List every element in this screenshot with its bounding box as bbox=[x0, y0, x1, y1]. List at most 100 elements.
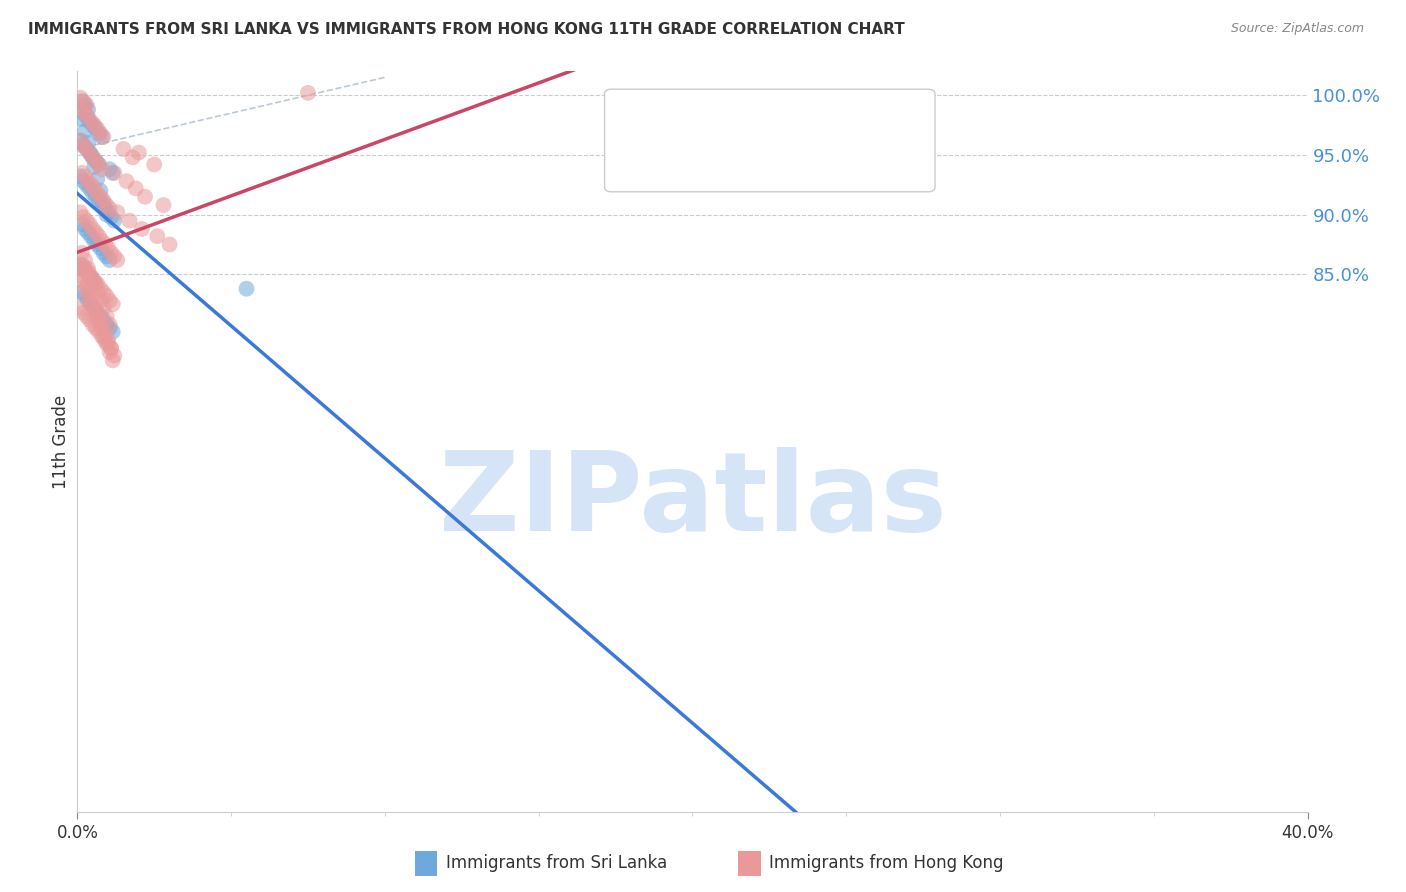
Point bbox=[82, 150, 104, 164]
Point bbox=[77, 261, 100, 276]
Point bbox=[98, 318, 121, 332]
Point bbox=[84, 190, 107, 204]
Point bbox=[80, 178, 103, 192]
Point bbox=[77, 293, 100, 308]
Point bbox=[83, 160, 105, 174]
Point bbox=[70, 258, 93, 272]
Point bbox=[87, 157, 110, 171]
Point bbox=[97, 336, 120, 351]
Point bbox=[79, 145, 101, 160]
Point bbox=[89, 293, 111, 308]
Point bbox=[94, 325, 117, 339]
Point bbox=[93, 329, 115, 343]
Point bbox=[89, 282, 111, 296]
Point bbox=[103, 249, 125, 264]
Point bbox=[73, 124, 96, 138]
Point bbox=[73, 169, 96, 184]
Point bbox=[79, 181, 101, 195]
Point bbox=[98, 253, 121, 268]
Point bbox=[69, 261, 91, 276]
Point bbox=[118, 213, 141, 227]
Point bbox=[82, 293, 104, 308]
Point bbox=[96, 289, 118, 303]
Point bbox=[90, 234, 114, 248]
Point bbox=[97, 205, 120, 219]
Point bbox=[72, 210, 94, 224]
Point bbox=[90, 130, 114, 145]
Point bbox=[69, 205, 91, 219]
Point bbox=[115, 174, 138, 188]
Point bbox=[90, 329, 114, 343]
Point bbox=[143, 157, 166, 171]
Point bbox=[86, 237, 108, 252]
Point bbox=[82, 150, 104, 164]
Point bbox=[73, 106, 96, 120]
Point bbox=[83, 273, 105, 287]
Point bbox=[87, 157, 110, 171]
Point bbox=[76, 142, 98, 156]
Point bbox=[69, 301, 91, 315]
Point bbox=[72, 106, 94, 120]
Point bbox=[90, 198, 114, 212]
Point bbox=[86, 171, 108, 186]
Point bbox=[96, 198, 118, 212]
Point bbox=[98, 162, 121, 177]
Point bbox=[93, 194, 115, 208]
Point bbox=[77, 103, 100, 117]
Point bbox=[77, 110, 100, 124]
Point bbox=[96, 309, 118, 323]
Point bbox=[96, 249, 118, 264]
Point bbox=[89, 184, 111, 198]
Text: R = 0.164   N = 68: R = 0.164 N = 68 bbox=[654, 101, 824, 119]
Point bbox=[98, 202, 121, 216]
Point bbox=[93, 301, 115, 315]
Point bbox=[103, 213, 125, 227]
Point bbox=[101, 297, 124, 311]
Point bbox=[89, 309, 111, 323]
Text: Immigrants from Hong Kong: Immigrants from Hong Kong bbox=[769, 855, 1004, 872]
Point bbox=[82, 318, 104, 332]
Point bbox=[125, 181, 148, 195]
Point bbox=[73, 222, 96, 236]
Point bbox=[83, 301, 105, 315]
Point bbox=[93, 312, 115, 326]
Point bbox=[103, 349, 125, 363]
Point bbox=[70, 103, 93, 117]
Point bbox=[69, 90, 91, 104]
Point bbox=[84, 153, 107, 168]
Point bbox=[79, 312, 101, 326]
Point bbox=[112, 142, 135, 156]
Point bbox=[89, 190, 111, 204]
Point bbox=[80, 114, 103, 128]
Point bbox=[77, 265, 100, 279]
Point bbox=[101, 353, 124, 368]
Point bbox=[103, 166, 125, 180]
Point bbox=[76, 142, 98, 156]
Point bbox=[70, 166, 93, 180]
Point bbox=[297, 86, 319, 100]
Point bbox=[76, 110, 98, 124]
Point bbox=[73, 282, 96, 296]
Point bbox=[69, 134, 91, 148]
Point bbox=[72, 174, 94, 188]
Point bbox=[87, 127, 110, 141]
Point bbox=[84, 226, 107, 240]
Point bbox=[79, 217, 101, 231]
Point bbox=[72, 94, 94, 108]
Point bbox=[70, 273, 93, 287]
Point bbox=[94, 202, 117, 216]
Point bbox=[76, 265, 98, 279]
Point bbox=[98, 345, 121, 359]
Point bbox=[86, 312, 108, 326]
Point bbox=[98, 293, 121, 308]
Point bbox=[79, 114, 101, 128]
Point bbox=[97, 241, 120, 255]
Point bbox=[235, 282, 257, 296]
Point bbox=[70, 94, 93, 108]
Point bbox=[93, 245, 115, 260]
Point bbox=[69, 134, 91, 148]
Point bbox=[87, 194, 110, 208]
Point bbox=[76, 97, 98, 112]
Point bbox=[79, 285, 101, 300]
Point bbox=[82, 186, 104, 201]
